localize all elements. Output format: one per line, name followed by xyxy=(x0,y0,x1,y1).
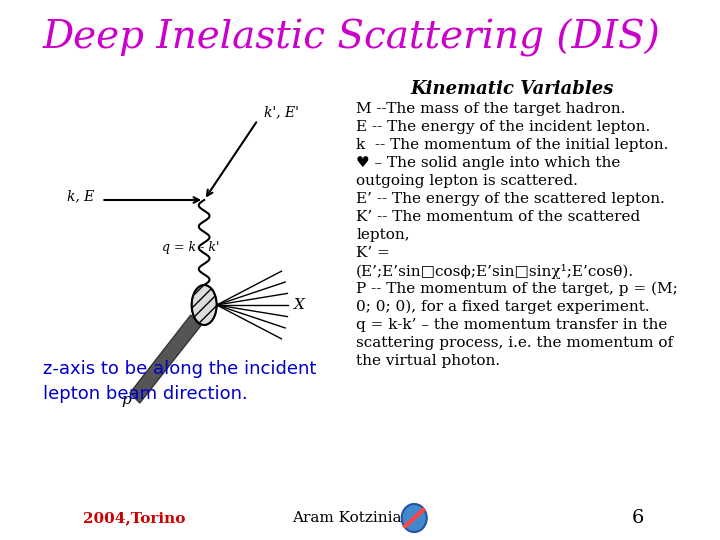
Text: outgoing lepton is scattered.: outgoing lepton is scattered. xyxy=(356,174,578,188)
Text: Aram Kotzinian: Aram Kotzinian xyxy=(292,511,411,525)
Text: Kinematic Variables: Kinematic Variables xyxy=(411,80,614,98)
Text: p: p xyxy=(122,393,131,407)
Text: Deep Inelastic Scattering (DIS): Deep Inelastic Scattering (DIS) xyxy=(42,19,660,57)
Text: E’ -- The energy of the scattered lepton.: E’ -- The energy of the scattered lepton… xyxy=(356,192,665,206)
Text: 0; 0; 0), for a fixed target experiment.: 0; 0; 0), for a fixed target experiment. xyxy=(356,300,649,314)
Text: k  -- The momentum of the initial lepton.: k -- The momentum of the initial lepton. xyxy=(356,138,668,152)
Text: E -- The energy of the incident lepton.: E -- The energy of the incident lepton. xyxy=(356,120,650,134)
Text: k, E: k, E xyxy=(67,189,94,203)
Polygon shape xyxy=(130,315,201,403)
Text: z-axis to be along the incident
lepton beam direction.: z-axis to be along the incident lepton b… xyxy=(43,360,317,403)
Text: lepton,: lepton, xyxy=(356,228,410,242)
Text: M --The mass of the target hadron.: M --The mass of the target hadron. xyxy=(356,102,626,116)
Text: P -- The momentum of the target, p = (M;: P -- The momentum of the target, p = (M; xyxy=(356,282,678,296)
Text: (E’;E’sin□cosϕ;E’sin□sinχ¹;E’cosθ).: (E’;E’sin□cosϕ;E’sin□sinχ¹;E’cosθ). xyxy=(356,264,634,279)
Text: scattering process, i.e. the momentum of: scattering process, i.e. the momentum of xyxy=(356,336,673,350)
Ellipse shape xyxy=(192,285,217,325)
Text: X: X xyxy=(294,298,305,312)
Text: q = k-k’ – the momentum transfer in the: q = k-k’ – the momentum transfer in the xyxy=(356,318,667,332)
Text: the virtual photon.: the virtual photon. xyxy=(356,354,500,368)
Text: 2004,Torino: 2004,Torino xyxy=(84,511,186,525)
Text: k', E': k', E' xyxy=(264,105,299,119)
Text: K’ =: K’ = xyxy=(356,246,390,260)
Text: ♥ – The solid angle into which the: ♥ – The solid angle into which the xyxy=(356,156,621,170)
Circle shape xyxy=(402,504,427,532)
Text: 6: 6 xyxy=(631,509,644,527)
Text: K’ -- The momentum of the scattered: K’ -- The momentum of the scattered xyxy=(356,210,640,224)
Text: q = k - k': q = k - k' xyxy=(162,241,220,254)
